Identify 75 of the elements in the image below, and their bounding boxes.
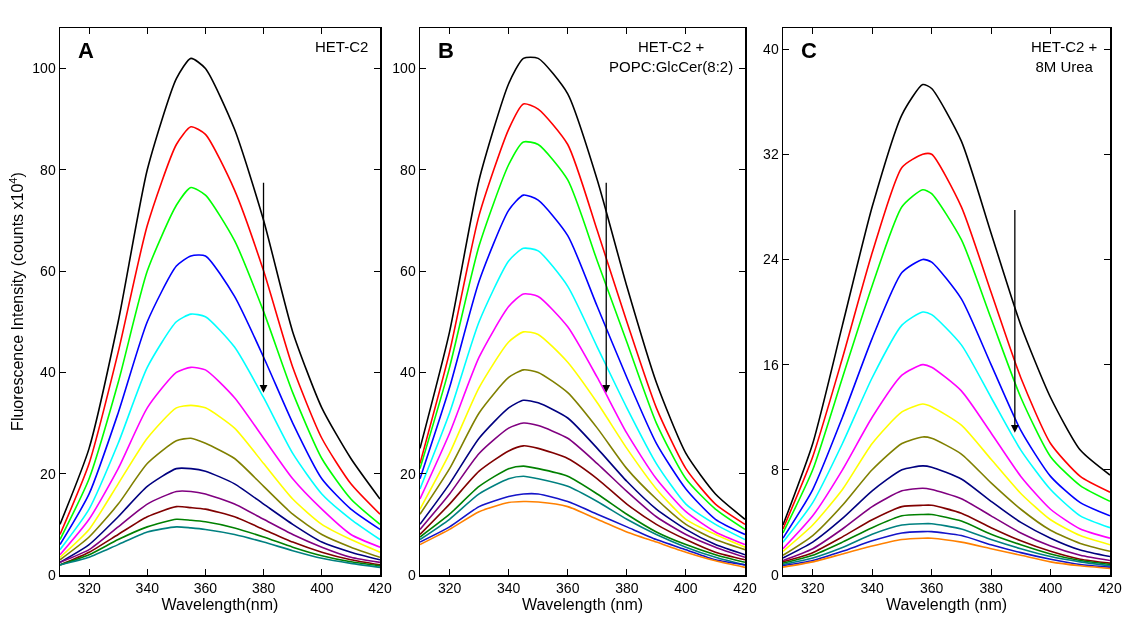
line-series — [60, 313, 380, 551]
x-tick-label: 360 — [193, 580, 218, 597]
line-series — [420, 445, 745, 561]
annotation: A — [78, 38, 94, 63]
annotation: HET-C2 + 8M Urea — [1031, 38, 1098, 75]
line-series — [783, 530, 1110, 568]
y-tick-label: 20 — [400, 465, 416, 482]
x-tick-label: 400 — [674, 580, 698, 597]
line-series — [60, 437, 380, 561]
x-tick-label: 380 — [979, 580, 1003, 597]
line-series — [783, 258, 1110, 539]
line-series — [60, 505, 380, 566]
x-tick-label: 320 — [801, 580, 825, 597]
x-axis-title: Wavelength (nm) — [885, 596, 1008, 614]
line-series — [420, 247, 745, 541]
x-tick-label: 360 — [556, 580, 580, 597]
line-series — [420, 369, 745, 551]
x-tick-label: 420 — [368, 580, 392, 597]
line-series — [783, 311, 1110, 543]
line-series — [60, 467, 380, 564]
x-tick-label: 380 — [615, 580, 639, 597]
line-series — [783, 436, 1110, 557]
annotation: HET-C2 — [315, 38, 369, 55]
x-tick-label: 320 — [77, 580, 101, 597]
y-tick-label: 80 — [40, 161, 56, 178]
line-series — [783, 504, 1110, 564]
line-series — [783, 513, 1110, 566]
y-tick-label: 40 — [40, 364, 56, 381]
y-tick-label: 80 — [400, 161, 416, 178]
x-tick-label: 340 — [860, 580, 885, 597]
y-tick-label: 100 — [32, 60, 56, 77]
line-series — [783, 487, 1110, 562]
y-tick-label: 0 — [47, 566, 56, 583]
line-series — [420, 293, 745, 546]
annotation: HET-C2 + POPC:GlcCer(8:2) — [609, 38, 734, 75]
line-series — [60, 186, 380, 541]
line-series — [60, 404, 380, 559]
line-series — [783, 522, 1110, 567]
annotation: B — [438, 38, 454, 63]
line-series — [60, 254, 380, 546]
y-tick-label: 40 — [400, 364, 416, 381]
y-tick-label: 32 — [763, 146, 779, 163]
y-tick-label: 20 — [40, 465, 56, 482]
y-tick-label: 60 — [40, 263, 56, 280]
line-series — [420, 399, 745, 556]
line-series — [783, 465, 1110, 559]
line-series — [60, 490, 380, 564]
y-tick-label: 8 — [770, 461, 779, 478]
y-tick-label: 16 — [763, 356, 779, 373]
x-tick-label: 340 — [496, 580, 521, 597]
x-tick-label: 400 — [1038, 580, 1063, 597]
line-series — [60, 526, 380, 569]
annotation: C — [801, 38, 817, 63]
x-tick-label: 360 — [919, 580, 944, 597]
x-tick-label: 400 — [310, 580, 334, 597]
line-series — [420, 330, 745, 548]
y-tick-label: 40 — [763, 40, 779, 57]
y-tick-label: 100 — [392, 60, 416, 77]
x-tick-label: 320 — [437, 580, 462, 597]
x-tick-label: 340 — [135, 580, 160, 597]
line-series — [420, 422, 745, 559]
x-tick-label: 380 — [251, 580, 276, 597]
x-tick-label: 420 — [1098, 580, 1122, 597]
line-series — [60, 125, 380, 536]
line-series — [783, 537, 1110, 570]
x-axis-title: Wavelength(nm) — [161, 596, 279, 614]
y-tick-label: 0 — [407, 566, 416, 583]
line-series — [783, 403, 1110, 553]
x-tick-label: 420 — [733, 580, 757, 597]
y-tick-label: 60 — [400, 263, 416, 280]
y-tick-label: 24 — [763, 251, 779, 268]
line-series — [783, 363, 1110, 550]
y-tick-label: 0 — [770, 566, 779, 583]
line-series — [60, 366, 380, 556]
x-axis-title: Wavelength (nm) — [521, 596, 644, 614]
